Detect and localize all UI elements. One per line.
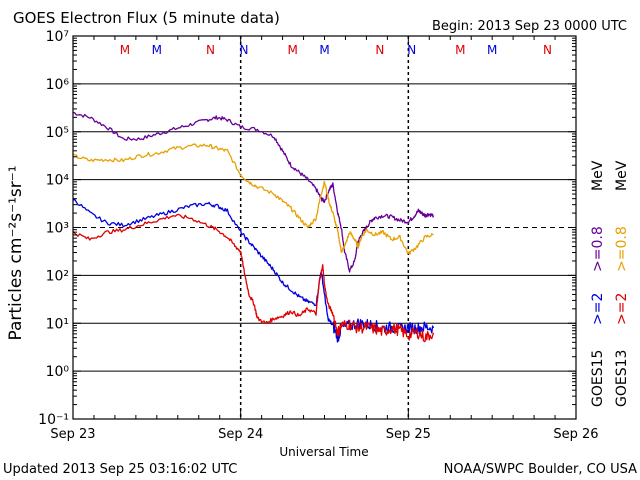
series-line-goes13-0-8-mev [72, 143, 434, 255]
y-tick-label: 10⁰ [46, 364, 70, 380]
x-tick-label: Sep 25 [386, 427, 431, 442]
legend-satellite: GOES13 [614, 350, 630, 407]
marker-n: N [407, 43, 416, 57]
series-line-goes15-0-8-mev [72, 111, 435, 273]
legend-energy-08mev: >=0.8 [590, 226, 606, 272]
updated-label: Updated 2013 Sep 25 03:16:02 UTC [3, 462, 237, 477]
x-tick-label: Sep 26 [553, 427, 598, 442]
y-tick-label: 10⁻¹ [38, 412, 69, 428]
legend-unit: MeV [614, 160, 630, 191]
legend: GOES15 >=2 >=0.8 MeV GOES13 >=2 >=0.8 MeV [590, 160, 630, 407]
legend-column-goes13: GOES13 >=2 >=0.8 MeV [614, 160, 630, 407]
marker-n: N [543, 43, 552, 57]
marker-m: M [319, 43, 329, 57]
begin-label: Begin: 2013 Sep 23 0000 UTC [432, 19, 627, 34]
marker-n: N [240, 43, 249, 57]
y-axis-label: Particles cm⁻²s⁻¹sr⁻¹ [6, 165, 26, 340]
legend-energy-08mev: >=0.8 [614, 226, 630, 272]
y-tick-label: 10³ [46, 221, 69, 237]
marker-m: M [487, 43, 497, 57]
legend-energy-2mev: >=2 [614, 293, 630, 325]
chart-title: GOES Electron Flux (5 minute data) [13, 9, 280, 27]
legend-energy-2mev: >=2 [590, 293, 606, 325]
y-tick-label: 10⁶ [46, 77, 70, 93]
x-tick-label: Sep 23 [50, 427, 95, 442]
y-tick-label: 10⁵ [46, 125, 69, 141]
axes: 10⁻¹ 10⁰ 10¹ 10² 10³ 10⁴ 10⁵ 10⁶ 10⁷ Sep 23 Sep 24… [38, 29, 598, 442]
credit-label: NOAA/SWPC Boulder, CO USA [444, 462, 637, 477]
legend-column-goes15: GOES15 >=2 >=0.8 MeV [590, 160, 606, 407]
marker-m: M [152, 43, 162, 57]
x-axis-label: Universal Time [279, 445, 368, 459]
y-tick-label: 10² [46, 268, 69, 284]
marker-m: M [120, 43, 130, 57]
y-tick-label: 10⁴ [46, 173, 70, 189]
legend-unit: MeV [590, 160, 606, 191]
marker-m: M [455, 43, 465, 57]
legend-satellite: GOES15 [590, 350, 606, 407]
marker-n: N [375, 43, 384, 57]
y-tick-label: 10¹ [46, 316, 69, 332]
gridlines [73, 36, 576, 419]
y-tick-label: 10⁷ [46, 29, 69, 45]
series-line-goes13-2-mev [72, 213, 435, 343]
data-series [72, 111, 435, 343]
marker-n: N [206, 43, 215, 57]
x-tick-label: Sep 24 [218, 427, 263, 442]
marker-m: M [287, 43, 297, 57]
